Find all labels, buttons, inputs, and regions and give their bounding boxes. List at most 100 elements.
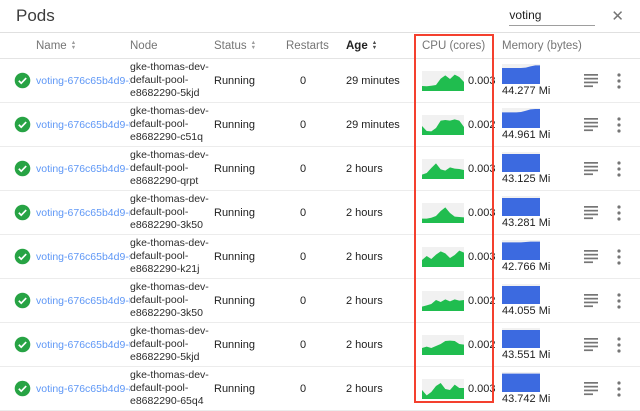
cell-name: voting-676c65b4d9-xs <box>36 75 130 87</box>
status-ok-icon <box>14 160 30 177</box>
status-ok-icon <box>14 116 30 133</box>
cell-name: voting-676c65b4d9-nv <box>36 207 130 219</box>
logs-button[interactable] <box>580 114 602 136</box>
sort-icon: ▲ ▼ <box>70 39 77 51</box>
cell-status: Running <box>214 294 255 307</box>
cell-logs <box>576 158 606 180</box>
cpu-value: 0.003 <box>468 162 496 175</box>
sort-icon: ▲ ▼ <box>250 39 257 51</box>
logs-button[interactable] <box>580 378 602 400</box>
status-ok-icon <box>14 248 30 265</box>
three-dot-menu-button[interactable] <box>608 158 630 180</box>
sort-icon: ▲ ▼ <box>371 39 378 51</box>
column-header-node: Node <box>130 39 158 52</box>
cell-status-icon <box>8 292 36 309</box>
cell-logs <box>576 378 606 400</box>
cell-restarts: 0 <box>300 162 307 175</box>
memory-value: 44.961 Mi <box>502 128 551 141</box>
page-header: Pods ✕ <box>0 0 640 33</box>
logs-icon <box>583 250 598 264</box>
status-ok-icon <box>14 72 30 89</box>
logs-button[interactable] <box>580 202 602 224</box>
cell-name: voting-676c65b4d9-8f8 <box>36 383 130 395</box>
cell-node: gke-thomas-dev-default-pool-e8682290-c51… <box>130 105 209 143</box>
three-dot-menu-button[interactable] <box>608 290 630 312</box>
pod-name-link[interactable]: voting-676c65b4d9-tj6 <box>36 294 130 307</box>
cell-restarts: 0 <box>300 206 307 219</box>
logs-icon <box>583 162 598 176</box>
cell-name: voting-676c65b4d9-tpj <box>36 339 130 351</box>
cell-logs <box>576 70 606 92</box>
three-dot-menu-button[interactable] <box>608 70 630 92</box>
column-header-status[interactable]: Status ▲ ▼ <box>214 39 257 52</box>
cell-node: gke-thomas-dev-default-pool-e8682290-65q… <box>130 369 209 407</box>
cpu-value: 0.002 <box>468 118 496 131</box>
table-body: voting-676c65b4d9-xs gke-thomas-dev-defa… <box>0 59 640 411</box>
logs-icon <box>583 294 598 308</box>
page-title: Pods <box>16 6 55 25</box>
pod-name-link[interactable]: voting-676c65b4d9-nv <box>36 206 130 219</box>
cell-name: voting-676c65b4d9-tj6 <box>36 295 130 307</box>
pod-name-link[interactable]: voting-676c65b4d9-72 <box>36 162 130 175</box>
cell-cpu: 0.003 <box>404 70 500 91</box>
search-input[interactable] <box>509 8 596 26</box>
pod-name-link[interactable]: voting-676c65b4d9-tpj <box>36 338 130 351</box>
cell-status: Running <box>214 118 255 131</box>
table-row: voting-676c65b4d9-nv gke-thomas-dev-defa… <box>0 191 640 235</box>
search-box <box>509 6 596 26</box>
cell-menu <box>606 378 632 400</box>
cell-restarts: 0 <box>300 338 307 351</box>
table-row: voting-676c65b4d9-8f8 gke-thomas-dev-def… <box>0 367 640 411</box>
cell-logs <box>576 246 606 268</box>
three-dot-menu-button[interactable] <box>608 246 630 268</box>
three-dot-menu-icon <box>617 204 621 221</box>
memory-value: 43.125 Mi <box>502 172 551 185</box>
cell-menu <box>606 158 632 180</box>
cell-logs <box>576 114 606 136</box>
three-dot-menu-button[interactable] <box>608 378 630 400</box>
cpu-value: 0.003 <box>468 74 496 87</box>
memory-value: 44.055 Mi <box>502 304 551 317</box>
three-dot-menu-icon <box>617 72 621 89</box>
logs-button[interactable] <box>580 290 602 312</box>
cell-age: 2 hours <box>346 206 383 219</box>
cell-menu <box>606 70 632 92</box>
memory-sparkline-chart <box>502 151 540 172</box>
column-header-name[interactable]: Name ▲ ▼ <box>36 39 77 52</box>
logs-button[interactable] <box>580 246 602 268</box>
table-header-row: Name ▲ ▼ Node Status ▲ ▼ Restarts Age ▲ ▼ C… <box>0 33 640 59</box>
cpu-sparkline-chart <box>422 114 464 135</box>
column-header-age[interactable]: Age ▲ ▼ <box>346 39 378 52</box>
close-icon[interactable]: ✕ <box>611 7 624 25</box>
logs-button[interactable] <box>580 334 602 356</box>
cell-status-icon <box>8 72 36 89</box>
cell-name: voting-676c65b4d9-srl <box>36 251 130 263</box>
table-row: voting-676c65b4d9-tpr gke-thomas-dev-def… <box>0 103 640 147</box>
memory-value: 43.551 Mi <box>502 348 551 361</box>
three-dot-menu-button[interactable] <box>608 114 630 136</box>
cpu-value: 0.003 <box>468 250 496 263</box>
pod-name-link[interactable]: voting-676c65b4d9-tpr <box>36 118 130 131</box>
cell-restarts: 0 <box>300 250 307 263</box>
three-dot-menu-button[interactable] <box>608 334 630 356</box>
cell-node: gke-thomas-dev-default-pool-e8682290-3k5… <box>130 281 209 319</box>
status-ok-icon <box>14 380 30 397</box>
logs-button[interactable] <box>580 158 602 180</box>
cell-menu <box>606 334 632 356</box>
logs-button[interactable] <box>580 70 602 92</box>
pod-name-link[interactable]: voting-676c65b4d9-8f8 <box>36 382 130 395</box>
three-dot-menu-button[interactable] <box>608 202 630 224</box>
cell-node: gke-thomas-dev-default-pool-e8682290-qrp… <box>130 149 209 187</box>
status-ok-icon <box>14 336 30 353</box>
cell-status-icon <box>8 204 36 221</box>
cell-status-icon <box>8 336 36 353</box>
memory-sparkline-chart <box>502 283 540 304</box>
cell-restarts: 0 <box>300 382 307 395</box>
cell-cpu: 0.002 <box>404 114 500 135</box>
pod-name-link[interactable]: voting-676c65b4d9-srl <box>36 250 130 263</box>
memory-value: 43.742 Mi <box>502 392 551 405</box>
pod-name-link[interactable]: voting-676c65b4d9-xs <box>36 74 130 87</box>
cell-memory: 43.742 Mi <box>500 371 576 406</box>
logs-icon <box>583 382 598 396</box>
cpu-value: 0.002 <box>468 338 496 351</box>
